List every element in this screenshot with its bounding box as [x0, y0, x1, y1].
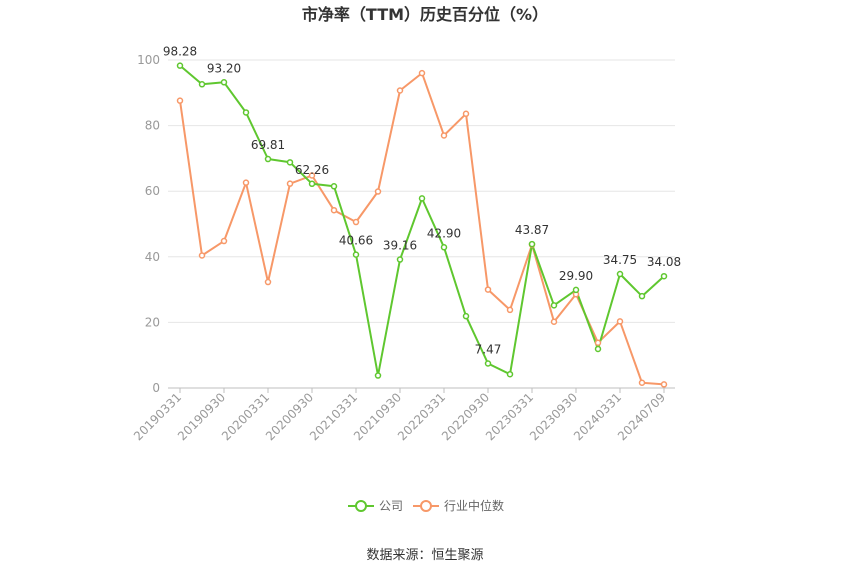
data-label-8: 40.66: [339, 234, 373, 248]
point-s1-19: [594, 339, 602, 346]
point-s0-14: [484, 360, 492, 367]
series-line-0: [179, 64, 665, 377]
legend[interactable]: 公司 行业中位数: [348, 498, 504, 513]
point-s0-13: [462, 312, 470, 320]
data-label-2: 93.20: [207, 61, 241, 75]
point-s0-5: [286, 159, 294, 166]
point-s1-1: [198, 252, 206, 259]
point-s1-13: [462, 110, 470, 118]
point-s0-19: [594, 345, 602, 353]
y-tick-label-80: 80: [145, 119, 160, 133]
data-label-12: 42.90: [427, 226, 461, 240]
point-s0-2: [220, 79, 228, 86]
point-s1-12: [440, 132, 448, 139]
point-s1-5: [286, 180, 294, 187]
point-s1-10: [396, 87, 404, 94]
point-s0-10: [396, 256, 404, 263]
point-s0-20: [616, 270, 624, 278]
point-s0-9: [374, 372, 382, 379]
point-s1-17: [550, 318, 558, 325]
chart-title: 市净率（TTM）历史百分位（%）: [302, 5, 548, 24]
y-tick-label-40: 40: [145, 250, 160, 264]
point-s1-15: [506, 306, 514, 314]
x-axis: 2019033120190930202003312020093020210331…: [131, 387, 675, 443]
point-s0-4: [264, 155, 272, 163]
data-label-0: 98.28: [163, 45, 197, 59]
point-s1-0: [176, 97, 184, 104]
point-s1-8: [352, 218, 360, 226]
point-s0-1: [198, 81, 206, 88]
y-axis: 0 20 40 60 80 100: [137, 53, 160, 395]
y-tick-label-60: 60: [145, 184, 160, 198]
point-s1-11: [418, 69, 426, 77]
point-s0-18: [572, 286, 580, 294]
legend-item-company[interactable]: 公司: [348, 499, 403, 513]
point-s0-11: [418, 195, 426, 202]
legend-swatch-company-marker: [355, 500, 367, 512]
point-s0-0: [176, 62, 184, 69]
point-s1-20: [616, 318, 624, 325]
data-label-16: 43.87: [515, 223, 549, 237]
point-s0-6: [308, 180, 316, 188]
point-s1-9: [374, 188, 382, 195]
point-s1-7: [330, 206, 338, 214]
data-label-14: 7.47: [475, 342, 502, 356]
point-s1-2: [220, 237, 228, 245]
point-s0-22: [660, 272, 668, 280]
series-points: [176, 62, 668, 388]
y-tick-label-0: 0: [152, 381, 160, 395]
point-s0-21: [638, 292, 646, 300]
y-tick-label-100: 100: [137, 53, 160, 67]
data-label-6: 62.26: [295, 163, 329, 177]
point-s1-14: [484, 286, 492, 293]
point-s0-12: [440, 244, 448, 251]
series-line-1: [179, 72, 665, 386]
x-tick-label-20240709: 20240709: [615, 390, 668, 443]
data-label-10: 39.16: [383, 239, 417, 253]
point-s0-8: [352, 251, 360, 258]
point-s1-4: [264, 278, 272, 286]
point-s0-3: [242, 109, 250, 116]
data-labels: 98.28 93.20 69.81 62.26 40.66 39.16 42.90 7.47 4…: [163, 45, 681, 357]
data-label-4: 69.81: [251, 138, 285, 152]
point-s0-15: [506, 370, 514, 378]
series-lines: [179, 64, 665, 386]
data-label-20: 34.75: [603, 253, 637, 267]
data-label-18: 29.90: [559, 269, 593, 283]
source-note: 数据来源：恒生聚源: [366, 548, 483, 563]
point-s1-6: [308, 172, 316, 179]
gridlines: [168, 59, 675, 323]
point-s1-21: [638, 379, 646, 387]
point-s0-7: [330, 183, 338, 190]
legend-item-industry-median[interactable]: 行业中位数: [413, 498, 504, 513]
point-s1-22: [660, 381, 668, 388]
data-label-22: 34.08: [647, 255, 681, 269]
y-tick-label-20: 20: [145, 315, 160, 329]
point-s0-17: [550, 302, 558, 309]
point-s0-16: [528, 240, 536, 248]
point-s1-3: [242, 179, 250, 186]
legend-label-industry-median: 行业中位数: [444, 498, 504, 513]
legend-label-company: 公司: [379, 499, 403, 513]
legend-swatch-industry-marker: [420, 500, 432, 512]
